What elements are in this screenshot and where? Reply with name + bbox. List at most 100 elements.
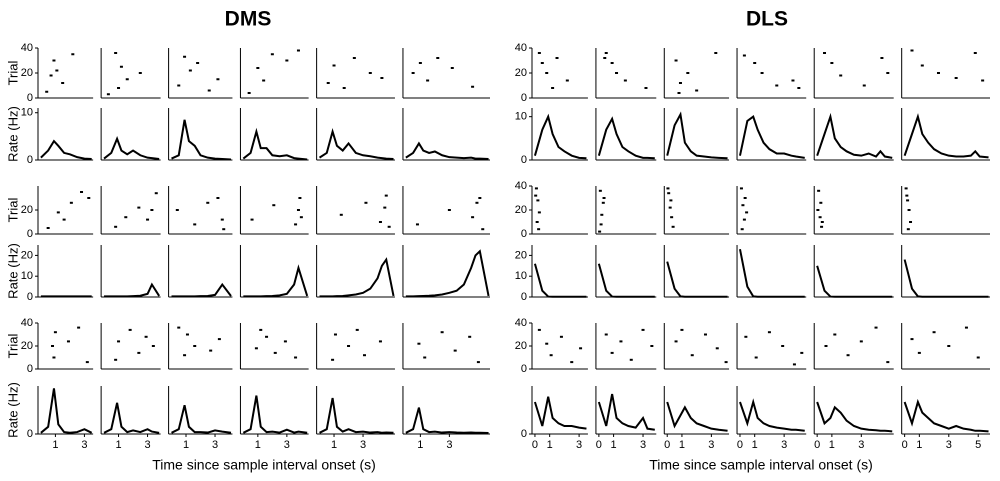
spike — [823, 52, 827, 54]
spike — [273, 351, 277, 354]
spike — [476, 361, 480, 364]
y-tick-label: 0 — [521, 363, 527, 375]
spike — [55, 69, 59, 72]
spike — [695, 89, 699, 92]
spike — [666, 187, 670, 190]
x-tick-label: 0 — [596, 439, 602, 451]
x-tick-label: 3 — [781, 439, 787, 451]
spike — [775, 84, 779, 87]
spike — [478, 197, 482, 199]
spike — [954, 77, 958, 79]
spike — [760, 72, 764, 74]
spike — [670, 216, 674, 219]
spike — [207, 89, 211, 92]
spike — [342, 87, 346, 89]
rate-line — [597, 393, 655, 431]
spike — [332, 64, 336, 67]
spike — [846, 354, 850, 357]
y-tick-label: 40 — [515, 317, 527, 329]
spike — [874, 326, 878, 329]
spike — [250, 218, 254, 221]
rate-line — [405, 407, 489, 435]
spike — [559, 335, 563, 338]
y-tick-label: 10 — [21, 107, 33, 119]
spike — [598, 189, 602, 192]
rate-line — [816, 401, 893, 433]
x-tick-label: 3 — [708, 439, 714, 451]
spike — [880, 57, 884, 59]
spike — [352, 57, 356, 59]
rate-line — [816, 112, 893, 159]
x-tick-label: 1 — [52, 439, 58, 451]
spike — [447, 209, 451, 211]
rate-line — [533, 113, 587, 160]
spike — [285, 59, 289, 62]
spike — [362, 354, 366, 357]
rate-line — [171, 404, 232, 434]
spike — [66, 340, 70, 343]
spike — [797, 87, 801, 89]
spike — [601, 201, 605, 204]
spike — [535, 221, 539, 223]
spike — [859, 340, 863, 343]
spike — [77, 326, 81, 329]
spike — [602, 197, 606, 199]
spike — [909, 221, 913, 223]
spike — [355, 328, 359, 331]
spike — [436, 57, 440, 59]
spike — [114, 225, 118, 228]
y-tick-label: 40 — [515, 42, 527, 54]
spike — [114, 358, 118, 361]
spike — [579, 347, 583, 350]
rate-line — [666, 401, 728, 432]
spike — [423, 356, 427, 359]
rate-line — [533, 396, 587, 430]
y-tick-label: 10 — [515, 111, 527, 123]
spike — [565, 79, 569, 82]
spike — [820, 221, 824, 223]
spike — [177, 84, 181, 87]
y-tick-label: 20 — [515, 249, 527, 261]
spike — [534, 187, 538, 190]
spike — [196, 62, 200, 64]
spike — [283, 340, 287, 343]
spike — [53, 331, 57, 334]
spike — [471, 216, 475, 219]
spike — [745, 211, 749, 214]
spike — [146, 218, 150, 221]
spike — [114, 52, 118, 54]
spike — [80, 191, 84, 193]
spike — [629, 358, 633, 361]
x-tick-label: 0 — [664, 439, 670, 451]
spike — [183, 55, 187, 58]
spike — [383, 206, 387, 209]
spike — [418, 62, 422, 64]
y-tick-label: 20 — [21, 249, 33, 261]
spike — [175, 209, 179, 211]
rate-line — [243, 264, 309, 298]
spike — [206, 201, 210, 204]
spike — [151, 345, 155, 347]
spike — [667, 192, 671, 195]
y-tick-label: 40 — [515, 180, 527, 192]
rate-line — [739, 398, 805, 432]
y-tick-label: 0 — [521, 228, 527, 240]
x-tick-label: 1 — [115, 439, 121, 451]
rate-line — [903, 398, 989, 433]
spike — [331, 358, 335, 361]
y-axis-label: Rate (Hz) — [5, 106, 20, 162]
spike — [936, 72, 940, 74]
spike — [817, 189, 821, 192]
rate-line — [666, 111, 728, 160]
x-tick-label: 1 — [417, 439, 423, 451]
spike — [220, 218, 224, 221]
x-tick-label: 0 — [532, 439, 538, 451]
x-tick-label: 3 — [446, 439, 452, 451]
spike — [545, 342, 549, 345]
spike — [537, 52, 541, 54]
spike — [45, 90, 49, 93]
y-tick-label: 20 — [515, 204, 527, 216]
spike — [739, 187, 743, 190]
spike — [468, 335, 472, 338]
